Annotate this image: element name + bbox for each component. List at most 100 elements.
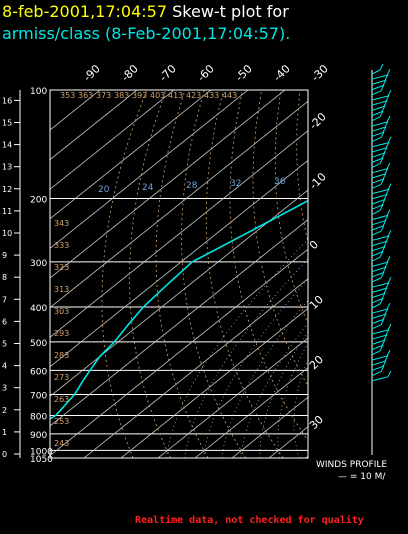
isotherm-line bbox=[50, 90, 175, 190]
pressure-tick-label: 1050 bbox=[30, 455, 53, 465]
plot-area bbox=[50, 90, 408, 459]
wind-barb-flag bbox=[380, 365, 385, 372]
isotherm-right-label: 20 bbox=[307, 353, 326, 372]
wind-barb-flag bbox=[383, 287, 388, 294]
wind-barb bbox=[371, 334, 387, 340]
isotherm-top-label: -60 bbox=[195, 62, 217, 84]
isotherm-right-label: 10 bbox=[307, 293, 326, 312]
dry-adiabat-label: 343 bbox=[54, 219, 69, 228]
wind-barb bbox=[371, 339, 385, 345]
moist-adiabat-line bbox=[321, 199, 408, 459]
wind-barb bbox=[371, 267, 386, 273]
dry-adiabat-line bbox=[205, 90, 284, 458]
mixing-ratio-label: 20 bbox=[98, 185, 110, 195]
wind-barb bbox=[371, 345, 383, 351]
mixing-ratio-label: 28 bbox=[186, 181, 198, 191]
chart-title-line: 8-feb-2001,17:04:57 Skew-t plot for bbox=[2, 2, 289, 21]
wind-barb bbox=[371, 173, 386, 179]
wind-barb bbox=[371, 371, 382, 377]
wind-barb-flag bbox=[384, 167, 389, 175]
wind-barb bbox=[371, 183, 382, 189]
isotherm-top-label: -70 bbox=[157, 62, 179, 84]
wind-barb bbox=[371, 85, 384, 91]
wind-barb bbox=[371, 251, 383, 257]
wind-barb bbox=[371, 194, 387, 200]
isotherm-line bbox=[157, 337, 308, 458]
wind-barb bbox=[371, 137, 382, 143]
dry-adiabat-label: 423 bbox=[186, 91, 201, 100]
height-tick-label: 13 bbox=[2, 163, 12, 172]
isotherm-line bbox=[231, 396, 308, 458]
wind-barb bbox=[371, 74, 388, 80]
chart-title: Skew-t plot for bbox=[172, 2, 289, 21]
wind-barb-flag bbox=[387, 230, 392, 237]
plot-frame bbox=[49, 89, 309, 459]
temperature-sounding-line bbox=[50, 199, 308, 420]
wind-barb bbox=[371, 308, 388, 314]
wind-barb-flag bbox=[380, 271, 385, 279]
wind-barb-flag bbox=[381, 198, 386, 206]
dry-adiabat-label: 273 bbox=[54, 373, 69, 382]
height-tick-label: 2 bbox=[2, 406, 7, 415]
isotherm-right-label: -20 bbox=[307, 110, 329, 132]
wind-barb bbox=[371, 105, 385, 111]
wind-profile-label: WINDS PROFILE bbox=[316, 460, 388, 470]
dry-adiabat-label: 413 bbox=[168, 91, 183, 100]
pressure-tick-label: 400 bbox=[30, 304, 47, 314]
dry-adiabat-line bbox=[274, 90, 308, 325]
wind-barb bbox=[371, 303, 381, 309]
dry-adiabat-line bbox=[296, 90, 308, 244]
wind-barb bbox=[371, 142, 389, 148]
wind-barb bbox=[371, 178, 384, 184]
moist-adiabat-line bbox=[352, 199, 408, 459]
isotherm-top-label: -80 bbox=[119, 62, 141, 84]
isotherm-top-label: -40 bbox=[271, 62, 293, 84]
wind-barb bbox=[371, 324, 382, 330]
wind-barb-flag bbox=[386, 162, 391, 170]
wind-barb bbox=[371, 131, 384, 137]
wind-barb-flag bbox=[387, 276, 392, 284]
isotherm-line bbox=[50, 90, 286, 279]
dry-adiabat-line bbox=[338, 90, 408, 458]
wind-barb bbox=[371, 220, 386, 226]
wind-barb-flag bbox=[386, 68, 391, 76]
height-tick-label: 10 bbox=[2, 229, 12, 238]
wind-barb bbox=[371, 230, 382, 236]
wind-barb-flag bbox=[385, 188, 390, 196]
wind-barb bbox=[371, 225, 384, 231]
isotherm-line bbox=[50, 90, 138, 161]
height-tick-label: 15 bbox=[2, 119, 12, 128]
mixing-ratio-label: 36 bbox=[274, 177, 286, 187]
dry-adiabat-line bbox=[377, 90, 408, 458]
quality-warning: Realtime data, not checked for quality bbox=[135, 515, 364, 526]
pressure-tick-label: 100 bbox=[30, 87, 47, 97]
dry-adiabat-label: 323 bbox=[54, 263, 69, 272]
wind-barb bbox=[371, 152, 385, 158]
wind-barb bbox=[371, 95, 389, 101]
dry-adiabat-label: 303 bbox=[54, 307, 69, 316]
wind-barb bbox=[371, 235, 389, 241]
wind-barb bbox=[371, 277, 382, 283]
wind-barb-flag bbox=[382, 360, 387, 367]
isotherm-line bbox=[305, 455, 308, 458]
mixing-ratio-label: 32 bbox=[230, 179, 241, 189]
wind-barb-flag bbox=[379, 63, 384, 71]
wind-barb-flag bbox=[380, 224, 385, 232]
dry-adiabat-label: 333 bbox=[54, 241, 69, 250]
isotherm-line bbox=[50, 90, 249, 249]
pressure-tick-label: 600 bbox=[30, 367, 47, 377]
wind-barb bbox=[371, 69, 381, 75]
height-tick-label: 5 bbox=[2, 340, 7, 349]
wind-barb-flag bbox=[381, 245, 386, 253]
isotherm-line bbox=[50, 248, 308, 457]
dry-adiabat-line bbox=[252, 90, 308, 387]
isotherm-right-label: 0 bbox=[307, 238, 321, 252]
dry-adiabat-label: 253 bbox=[54, 417, 69, 426]
wind-barb-flag bbox=[384, 354, 389, 362]
moist-adiabat-line bbox=[332, 199, 408, 459]
pressure-tick-label: 300 bbox=[30, 259, 47, 269]
dry-adiabat-label: 263 bbox=[54, 395, 69, 404]
wind-barb-flag bbox=[385, 328, 390, 336]
wind-barb bbox=[371, 209, 381, 215]
